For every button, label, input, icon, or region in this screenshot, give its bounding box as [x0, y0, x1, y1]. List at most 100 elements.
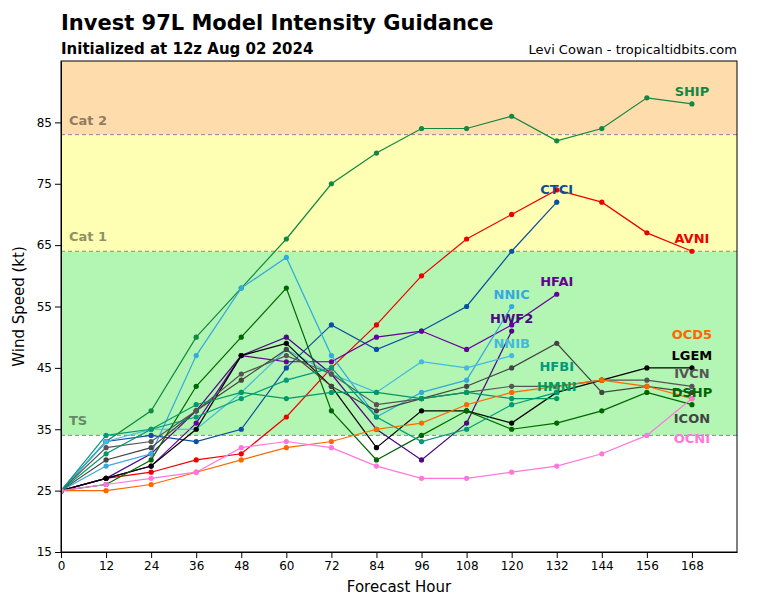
- series-marker: [419, 476, 424, 481]
- series-marker: [284, 347, 289, 352]
- x-tick-label: 0: [58, 559, 66, 573]
- x-tick-mark: [106, 552, 107, 558]
- series-marker: [239, 371, 244, 376]
- series-marker: [149, 451, 154, 456]
- series-marker: [239, 353, 244, 358]
- x-tick: 24: [144, 552, 159, 573]
- series-marker: [554, 396, 559, 401]
- series-marker: [103, 476, 108, 481]
- series-marker: [464, 365, 469, 370]
- series-marker: [464, 304, 469, 309]
- series-line: [61, 98, 692, 491]
- x-tick: 12: [99, 552, 114, 573]
- series-marker: [284, 445, 289, 450]
- x-tick-label: 168: [681, 559, 704, 573]
- series-label: CTCI: [540, 182, 573, 197]
- credit: Levi Cowan - tropicaltidbits.com: [528, 42, 737, 57]
- series-marker: [194, 414, 199, 419]
- x-axis: 01224364860728496108120132144156168: [58, 552, 738, 573]
- series-line: [61, 380, 692, 490]
- series-marker: [329, 384, 334, 389]
- series-marker: [284, 347, 289, 352]
- y-tick: 35: [37, 423, 61, 437]
- series-marker: [374, 390, 379, 395]
- x-tick: 84: [369, 552, 384, 573]
- series-marker: [329, 371, 334, 376]
- series-line: [61, 349, 512, 490]
- series-marker: [103, 463, 108, 468]
- series-marker: [103, 476, 108, 481]
- plot-area: [61, 95, 695, 493]
- series-marker: [419, 396, 424, 401]
- series-marker: [554, 463, 559, 468]
- series-marker: [149, 476, 154, 481]
- y-tick-mark: [55, 307, 61, 308]
- series-marker: [599, 390, 604, 395]
- x-tick-label: 120: [501, 559, 524, 573]
- series-marker: [194, 470, 199, 475]
- y-tick: 75: [37, 177, 61, 191]
- series-marker: [464, 126, 469, 131]
- x-tick-mark: [692, 552, 693, 558]
- series-marker: [194, 353, 199, 358]
- series-marker: [103, 439, 108, 444]
- x-tick-label: 156: [636, 559, 659, 573]
- series-marker: [239, 353, 244, 358]
- series-marker: [239, 396, 244, 401]
- series-marker: [103, 445, 108, 450]
- series-label: HFBI: [539, 359, 574, 374]
- series-marker: [689, 101, 694, 106]
- series-marker: [374, 322, 379, 327]
- series-marker: [329, 322, 334, 327]
- series-label: DSHP: [672, 385, 713, 400]
- y-tick-label: 85: [37, 116, 52, 130]
- series-marker: [554, 138, 559, 143]
- band-label: Cat 1: [69, 229, 107, 244]
- x-tick-mark: [241, 552, 242, 558]
- x-tick-mark: [467, 552, 468, 558]
- series-marker: [194, 421, 199, 426]
- x-tick-mark: [512, 552, 513, 558]
- series-marker: [194, 427, 199, 432]
- y-tick-label: 35: [37, 423, 52, 437]
- series-marker: [464, 347, 469, 352]
- series-line: [61, 294, 557, 490]
- chart-svg: 0122436486072849610812013214415616815253…: [0, 0, 768, 600]
- series-marker: [194, 408, 199, 413]
- y-tick-mark: [55, 368, 61, 369]
- x-tick-label: 84: [369, 559, 384, 573]
- series-marker: [374, 402, 379, 407]
- y-tick: 55: [37, 300, 61, 314]
- series-marker: [374, 427, 379, 432]
- series-marker: [554, 421, 559, 426]
- series-marker: [284, 255, 289, 260]
- x-axis-line: [62, 552, 738, 553]
- series-marker: [374, 414, 379, 419]
- x-tick: 48: [234, 552, 249, 573]
- series-marker: [329, 353, 334, 358]
- series-marker: [284, 359, 289, 364]
- series-marker: [464, 402, 469, 407]
- series-marker: [464, 427, 469, 432]
- x-tick-mark: [61, 552, 62, 558]
- series-marker: [644, 230, 649, 235]
- series-marker: [239, 378, 244, 383]
- series-label: HMNI: [537, 379, 577, 394]
- series-marker: [239, 457, 244, 462]
- series-line: [61, 288, 692, 491]
- series-marker: [284, 285, 289, 290]
- series-marker: [509, 390, 514, 395]
- series-marker: [194, 402, 199, 407]
- series-marker: [194, 335, 199, 340]
- series-marker: [374, 463, 379, 468]
- series-marker: [149, 463, 154, 468]
- x-tick-mark: [331, 552, 332, 558]
- series-label: SHIP: [675, 84, 710, 99]
- x-tick-label: 24: [144, 559, 159, 573]
- series-marker: [464, 390, 469, 395]
- series-marker: [509, 114, 514, 119]
- series-marker: [419, 421, 424, 426]
- chart-container: 0122436486072849610812013214415616815253…: [0, 0, 768, 600]
- series-marker: [644, 95, 649, 100]
- series-marker: [374, 457, 379, 462]
